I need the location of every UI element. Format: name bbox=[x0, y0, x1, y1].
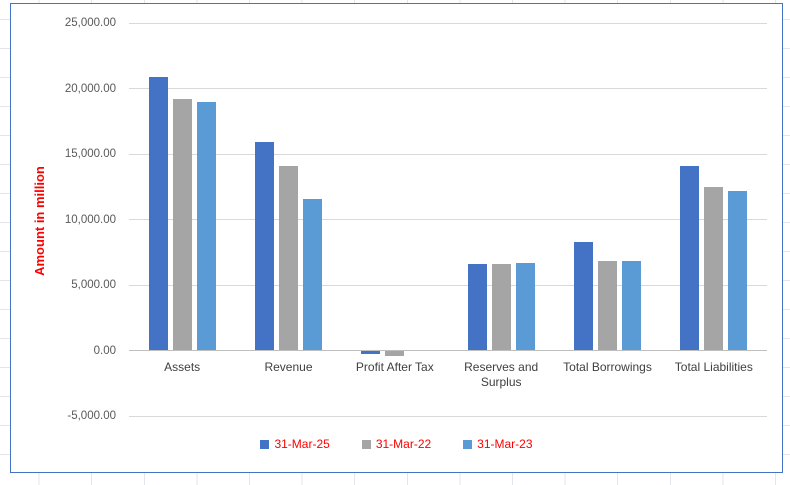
bar-31-Mar-25-total-borrowings[interactable] bbox=[574, 241, 593, 351]
gridline bbox=[129, 415, 767, 417]
bar-31-Mar-25-assets[interactable] bbox=[148, 77, 168, 351]
y-axis-tick-label[interactable]: 25,000.00 bbox=[64, 17, 116, 29]
y-axis-tick-label[interactable]: 20,000.00 bbox=[64, 82, 116, 95]
bar-31-Mar-25-revenue[interactable] bbox=[255, 142, 274, 351]
bar-31-Mar-22-profit-after-tax[interactable] bbox=[385, 351, 405, 356]
x-axis-category-label[interactable]: Revenue bbox=[264, 359, 313, 374]
gridline bbox=[129, 153, 767, 155]
x-axis-category-label[interactable]: Profit After Tax bbox=[355, 359, 434, 374]
y-axis-tick-label[interactable]: 0.00 bbox=[93, 344, 116, 357]
financials-bar-chart[interactable]: Amount in million 25,000.00 20,000.00 15,0… bbox=[10, 3, 783, 473]
legend-label: 31-Mar-22 bbox=[375, 437, 432, 451]
bar-31-Mar-25-reserves-and-surplus[interactable] bbox=[467, 264, 487, 351]
bar-31-Mar-22-assets[interactable] bbox=[172, 98, 192, 351]
legend: 31-Mar-25 31-Mar-22 31-Mar-23 bbox=[11, 435, 782, 453]
y-axis-tick-label[interactable]: 10,000.00 bbox=[64, 213, 116, 226]
legend-item-31-Mar-25[interactable]: 31-Mar-25 bbox=[260, 437, 330, 451]
legend-label: 31-Mar-23 bbox=[477, 437, 533, 451]
gridline bbox=[129, 284, 767, 286]
bar-31-Mar-22-revenue[interactable] bbox=[279, 166, 298, 351]
bar-31-Mar-22-total-borrowings[interactable] bbox=[598, 261, 617, 351]
bar-31-Mar-23-revenue[interactable] bbox=[303, 198, 322, 351]
gridline bbox=[129, 22, 767, 24]
bar-31-Mar-23-total-borrowings[interactable] bbox=[622, 261, 641, 351]
legend-swatch-icon bbox=[361, 439, 371, 449]
y-axis-tick-label[interactable]: 5,000.00 bbox=[71, 279, 116, 291]
bar-31-Mar-23-reserves-and-surplus[interactable] bbox=[515, 262, 535, 351]
category-axis-line bbox=[129, 350, 767, 351]
bar-31-Mar-23-total-liabilities[interactable] bbox=[728, 190, 748, 351]
legend-swatch-icon bbox=[463, 439, 473, 449]
bar-31-Mar-23-assets[interactable] bbox=[196, 102, 216, 351]
plot-area: 25,000.00 20,000.00 15,000.00 10,000.00 5,00… bbox=[11, 4, 782, 472]
bar-31-Mar-22-total-liabilities[interactable] bbox=[704, 187, 724, 351]
y-axis-tick-label[interactable]: -5,000.00 bbox=[67, 410, 116, 422]
y-axis-tick-label[interactable]: 15,000.00 bbox=[64, 148, 116, 160]
bar-31-Mar-22-reserves-and-surplus[interactable] bbox=[491, 264, 511, 351]
x-axis-category-label[interactable]: Reserves and Surplus bbox=[464, 359, 539, 389]
gridline bbox=[129, 88, 767, 89]
legend-label: 31-Mar-25 bbox=[274, 437, 330, 451]
gridline bbox=[129, 219, 767, 220]
x-axis-category-label[interactable]: Assets bbox=[164, 359, 201, 374]
x-axis-category-label[interactable]: Total Borrowings bbox=[563, 359, 652, 374]
bar-31-Mar-25-profit-after-tax[interactable] bbox=[361, 351, 381, 355]
legend-swatch-icon bbox=[260, 439, 270, 449]
legend-item-31-Mar-23[interactable]: 31-Mar-23 bbox=[463, 437, 533, 451]
x-axis-category-label[interactable]: Total Liabilities bbox=[674, 359, 753, 374]
legend-item-31-Mar-22[interactable]: 31-Mar-22 bbox=[361, 437, 432, 451]
bar-31-Mar-25-total-liabilities[interactable] bbox=[680, 165, 700, 351]
